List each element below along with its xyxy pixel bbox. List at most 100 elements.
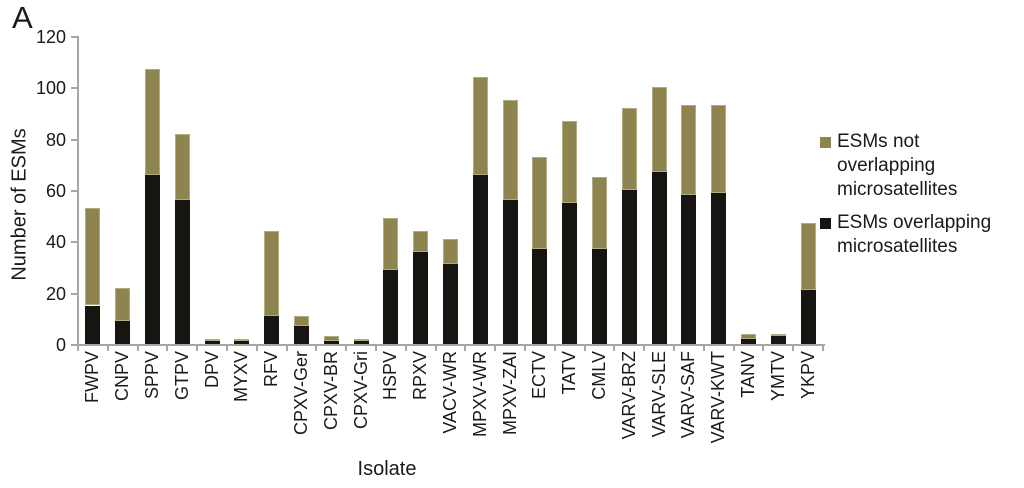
panel-label: A — [12, 0, 33, 35]
x-tick-label: HSPV — [380, 351, 401, 401]
x-tick-label: CNPV — [112, 351, 133, 402]
bar-VACV-WR-overlapping — [443, 264, 458, 344]
bar-TATV-overlapping — [562, 202, 578, 344]
x-tick-label: VACV-WR — [440, 351, 460, 434]
bar-CPXV-Ger-not-overlapping — [294, 315, 309, 327]
bar-MPXV-WR-not-overlapping — [472, 77, 488, 175]
x-tick-label: DPV — [201, 351, 222, 389]
bar-GTPV-overlapping — [174, 200, 190, 344]
x-tick — [226, 346, 228, 351]
bar-DPV-not-overlapping — [204, 338, 220, 342]
x-tick-label: GTPV — [171, 351, 192, 401]
y-tick-label: 0 — [55, 335, 66, 355]
bar-ECTV-not-overlapping — [532, 156, 548, 250]
bar-RPXV-overlapping — [413, 251, 429, 344]
legend-swatch-olive — [820, 137, 831, 148]
x-tick-label: RFV — [261, 351, 282, 387]
bar-RFV-not-overlapping — [264, 231, 280, 316]
y-tick — [71, 87, 78, 90]
x-tick — [434, 346, 437, 351]
x-tick — [613, 346, 616, 351]
x-tick — [196, 346, 199, 351]
bar-CNPV-not-overlapping — [115, 287, 131, 321]
x-tick-label: SPPV — [142, 351, 162, 400]
bar-RFV-overlapping — [264, 315, 280, 344]
bar-TATV-not-overlapping — [562, 120, 578, 203]
bar-VARV-SAF-overlapping — [681, 195, 697, 344]
x-axis-line — [71, 344, 825, 346]
x-tick-label: YMTV — [767, 351, 788, 402]
x-tick-label: MPXV-ZAI — [499, 351, 520, 436]
x-tick — [494, 346, 497, 351]
y-tick — [71, 36, 78, 38]
x-axis-title: Isolate — [357, 458, 417, 480]
bar-MPXV-ZAI-overlapping — [502, 200, 518, 344]
x-tick-label: TANV — [738, 351, 758, 398]
bar-MYXV-not-overlapping — [234, 338, 250, 342]
x-tick-label: CPXV-BR — [320, 351, 341, 431]
bar-CNPV-overlapping — [115, 320, 131, 344]
x-tick — [553, 346, 556, 351]
x-tick — [792, 346, 795, 351]
x-tick — [255, 346, 258, 351]
bar-CPXV-BR-not-overlapping — [323, 336, 339, 342]
bar-YKPV-not-overlapping — [800, 223, 816, 291]
bar-TANV-overlapping — [741, 338, 756, 344]
x-tick — [673, 346, 675, 351]
bar-YMTV-overlapping — [770, 336, 786, 344]
y-tick-label: 100 — [35, 78, 66, 99]
x-tick-label: VARV-SLE — [648, 351, 669, 438]
bar-MYXV-overlapping — [234, 341, 250, 344]
x-tick — [106, 346, 109, 351]
bar-YMTV-not-overlapping — [770, 333, 786, 337]
y-tick — [71, 190, 78, 192]
x-tick-label: MPXV-WR — [469, 351, 490, 438]
bar-ECTV-overlapping — [532, 249, 548, 344]
legend-swatch-black — [820, 218, 831, 229]
bar-FWPV-overlapping — [85, 305, 101, 344]
y-tick-label: 80 — [45, 129, 66, 150]
bar-RPXV-not-overlapping — [413, 231, 429, 252]
legend-entry-not-overlapping: ESMs not overlapping microsatellites — [820, 130, 1020, 202]
x-tick — [524, 346, 526, 351]
bar-DPV-overlapping — [204, 341, 220, 344]
x-tick — [643, 346, 646, 351]
bar-CMLV-not-overlapping — [592, 177, 607, 250]
bar-VACV-WR-not-overlapping — [443, 238, 458, 265]
x-tick-label: CPXV-Gri — [350, 351, 371, 430]
bar-CPXV-Ger-overlapping — [294, 326, 309, 344]
x-tick — [375, 346, 377, 351]
bar-SPPV-not-overlapping — [145, 69, 160, 175]
x-tick-label: RPXV — [410, 351, 431, 401]
y-tick-label: 60 — [45, 181, 66, 201]
bar-VARV-SAF-not-overlapping — [681, 105, 697, 196]
x-tick — [822, 346, 824, 351]
bar-VARV-BRZ-overlapping — [621, 190, 637, 344]
bar-CPXV-Gri-overlapping — [353, 341, 369, 344]
bar-VARV-KWT-not-overlapping — [711, 105, 727, 193]
bar-CMLV-overlapping — [592, 249, 607, 344]
bar-TANV-not-overlapping — [741, 333, 756, 339]
x-tick — [77, 346, 79, 351]
x-tick — [315, 346, 318, 351]
bar-CPXV-BR-overlapping — [323, 341, 339, 344]
bar-GTPV-not-overlapping — [174, 133, 190, 201]
x-tick — [345, 346, 348, 351]
x-tick — [762, 346, 765, 351]
y-tick — [71, 138, 78, 141]
y-tick-label: 20 — [45, 283, 66, 304]
y-tick-label: 40 — [45, 232, 66, 253]
bar-YKPV-overlapping — [800, 290, 816, 344]
y-axis-title: Number of ESMs — [8, 128, 31, 281]
bar-VARV-SLE-overlapping — [651, 172, 667, 344]
bar-MPXV-ZAI-not-overlapping — [502, 100, 518, 201]
x-tick-label: VARV-KWT — [708, 351, 729, 444]
x-tick-label: CPXV-Ger — [291, 351, 311, 436]
bar-VARV-BRZ-not-overlapping — [621, 107, 637, 190]
x-tick — [732, 346, 735, 351]
bar-MPXV-WR-overlapping — [472, 174, 488, 344]
legend-entry-overlapping: ESMs overlapping microsatellites — [820, 211, 1020, 259]
x-tick-label: TATV — [559, 351, 580, 395]
x-tick-label: CMLV — [589, 351, 609, 400]
y-axis-line — [77, 36, 79, 346]
